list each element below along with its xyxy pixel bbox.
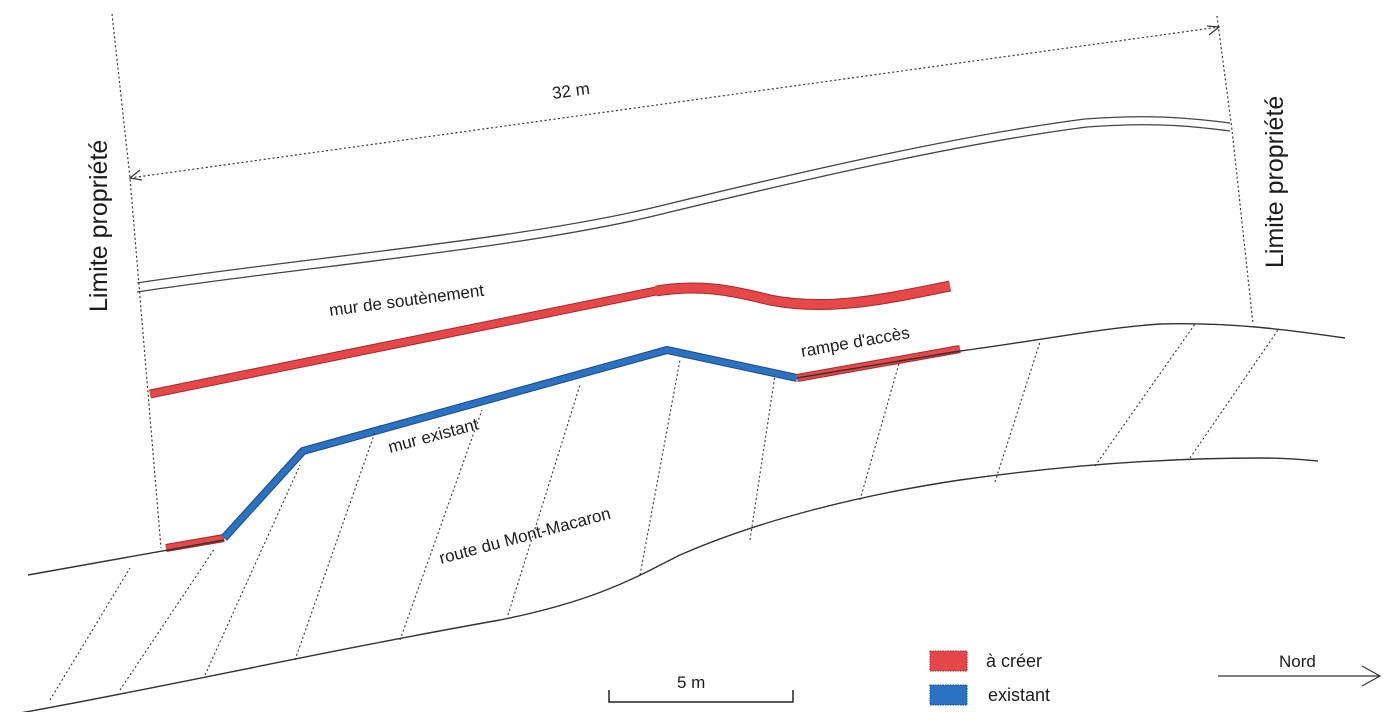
left-property-limit-line bbox=[111, 13, 162, 549]
dimension-label: 32 m bbox=[551, 79, 591, 103]
legend-swatch-existing bbox=[929, 684, 968, 706]
north-arrow bbox=[1218, 665, 1382, 687]
road-label: route du Mont-Macaron bbox=[437, 504, 613, 568]
road-lower-edge bbox=[21, 457, 1319, 712]
retaining-wall-new bbox=[149, 280, 952, 399]
dimension-arrow-right bbox=[1206, 25, 1221, 36]
road-hatching bbox=[49, 323, 1279, 701]
legend-swatch-new bbox=[929, 650, 968, 672]
scale-bar bbox=[608, 690, 794, 703]
dimension-arrow-left bbox=[128, 169, 143, 181]
north-label: Nord bbox=[1279, 652, 1316, 671]
legend-label-new: à créer bbox=[986, 651, 1042, 671]
road-upper-edge bbox=[27, 323, 1346, 576]
property-limit-left-label: Limite propriété bbox=[85, 140, 113, 312]
retaining-wall-label: mur de soutènement bbox=[328, 281, 485, 320]
right-property-limit-line bbox=[1216, 15, 1254, 325]
wall-new-small-segment bbox=[165, 534, 225, 552]
scale-bar-label: 5 m bbox=[677, 673, 705, 692]
access-ramp-label: rampe d'accès bbox=[799, 323, 911, 361]
dimension-line-32m bbox=[129, 26, 1220, 179]
legend-label-existing: existant bbox=[988, 685, 1050, 705]
existing-wall bbox=[221, 346, 798, 541]
property-limit-right-label: Limite propriété bbox=[1261, 96, 1289, 268]
upper-slope-double-line bbox=[136, 116, 1231, 293]
